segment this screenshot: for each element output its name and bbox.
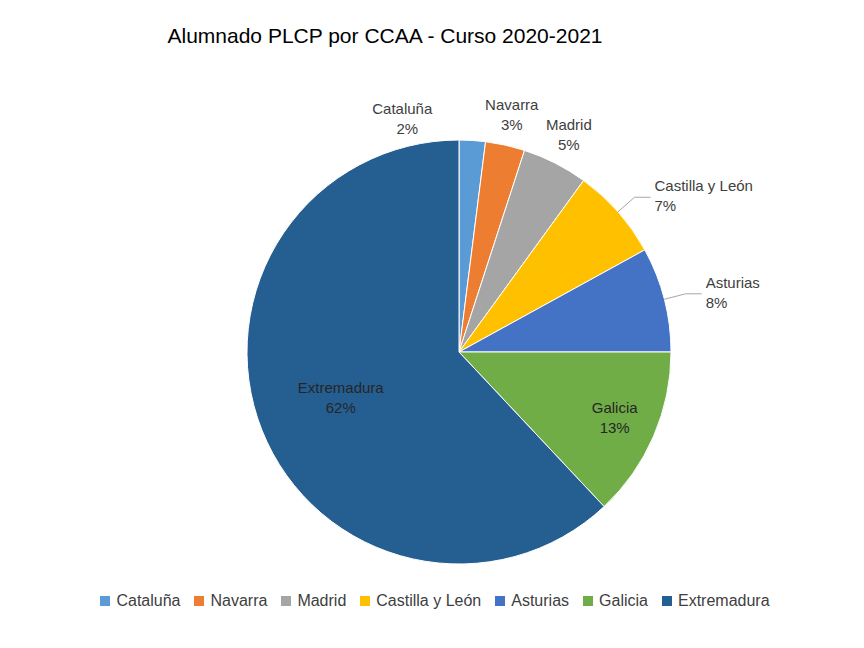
svg-text:13%: 13% xyxy=(600,419,630,436)
html-text:Alumnado PLCP por CCAA - Curso: Alumnado PLCP por CCAA - Curso 2020-2021 xyxy=(167,24,603,47)
svg-text:Madrid: Madrid xyxy=(546,116,592,133)
svg-text:Navarra: Navarra xyxy=(485,96,539,113)
html-text:Madrid: Madrid xyxy=(297,592,347,609)
svg-text:3%: 3% xyxy=(501,116,523,133)
svg-text:Asturias: Asturias xyxy=(706,274,760,291)
svg-text:62%: 62% xyxy=(326,399,356,416)
html-text:Galicia: Galicia xyxy=(599,592,648,609)
html-text:Asturias: Asturias xyxy=(511,592,569,609)
svg-text:7%: 7% xyxy=(655,197,677,214)
svg-text:2%: 2% xyxy=(396,120,418,137)
svg-text:Cataluña: Cataluña xyxy=(372,100,433,117)
svg-text:Extremadura: Extremadura xyxy=(298,379,385,396)
svg-text:8%: 8% xyxy=(706,294,728,311)
svg-text:Castilla y León: Castilla y León xyxy=(655,177,753,194)
svg-text:Galicia: Galicia xyxy=(592,399,639,416)
html-text:Extremadura: Extremadura xyxy=(678,592,770,609)
html-text:Cataluña: Cataluña xyxy=(116,592,181,609)
html-text:Castilla y León: Castilla y León xyxy=(376,592,482,609)
html-text:Navarra: Navarra xyxy=(210,592,268,609)
svg-text:5%: 5% xyxy=(558,136,580,153)
